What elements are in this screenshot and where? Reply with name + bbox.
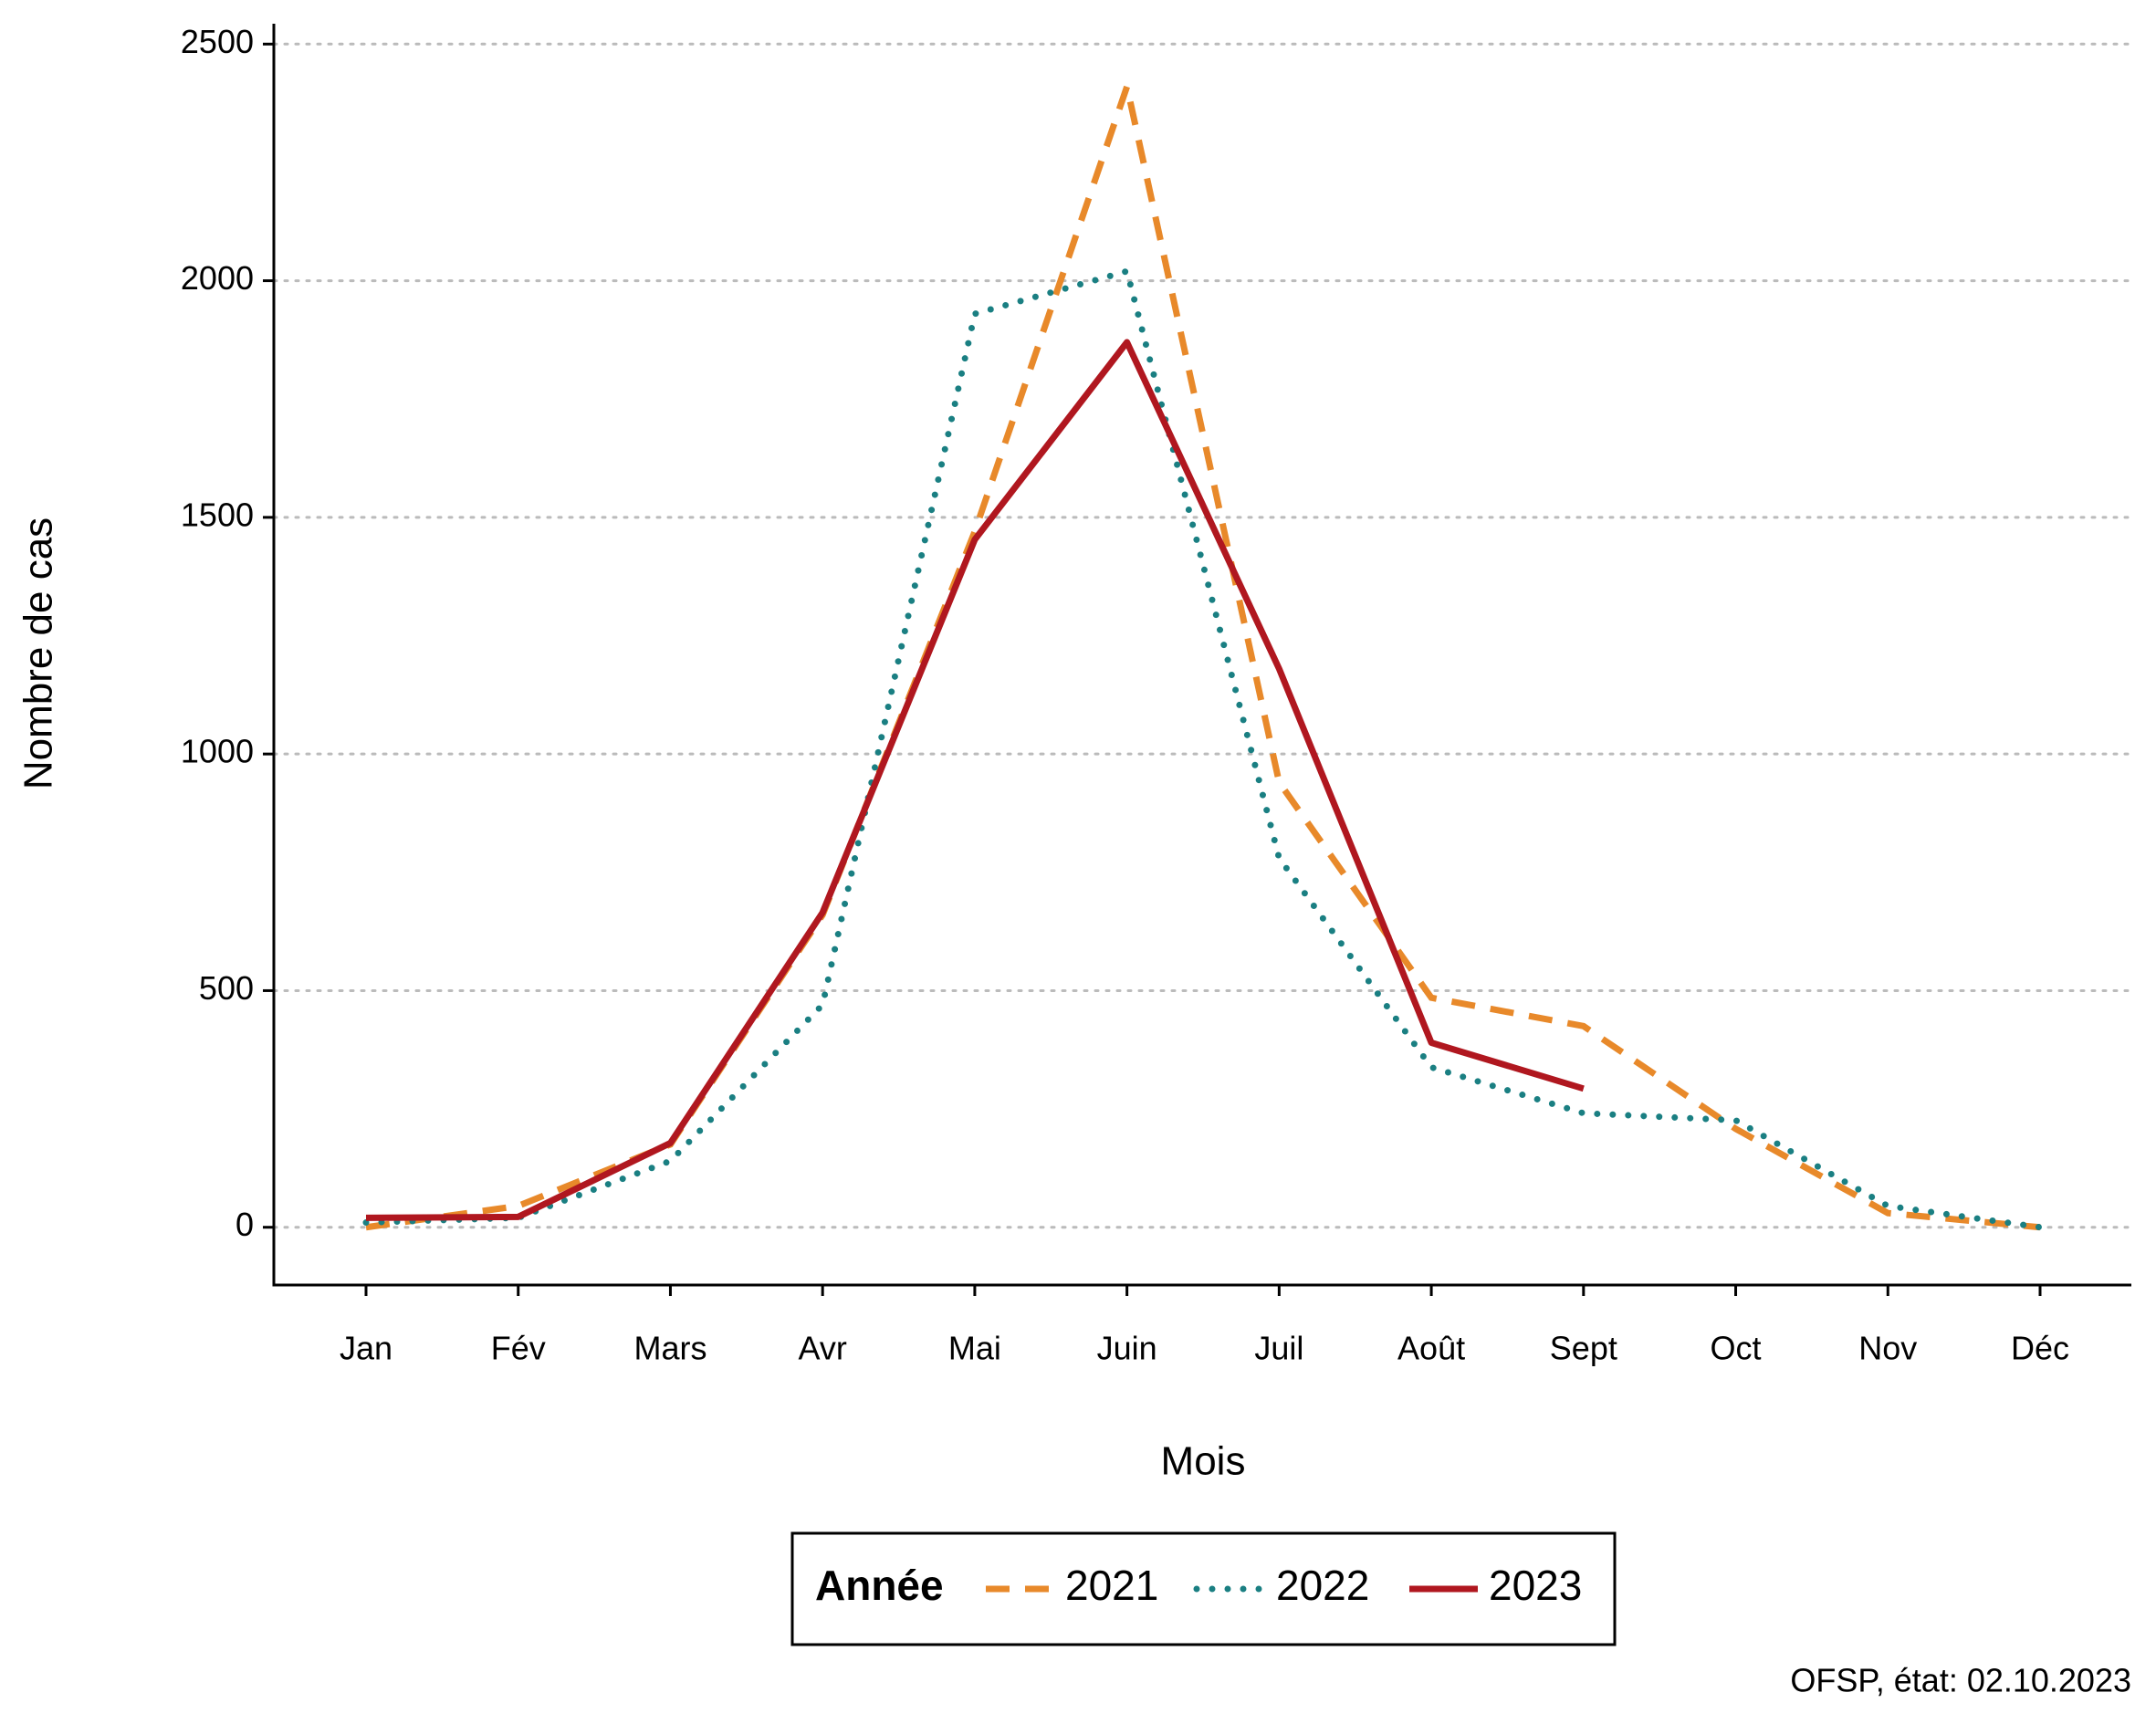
y-tick-label: 2000: [181, 259, 254, 297]
series-line: [365, 339, 1585, 1221]
x-tick-label: Jan: [340, 1330, 392, 1367]
legend-label: 2023: [1489, 1562, 1582, 1609]
x-tick-label: Sept: [1550, 1330, 1617, 1367]
y-axis-label: Nombre de cas: [16, 517, 61, 789]
x-tick-label: Oct: [1711, 1330, 1762, 1367]
series-line: [365, 74, 2041, 1231]
y-tick-label: 0: [235, 1206, 254, 1243]
axis: [272, 24, 2131, 1287]
legend-label: 2022: [1276, 1562, 1369, 1609]
legend-box: [790, 1531, 1617, 1646]
legend-title: Année: [815, 1562, 944, 1609]
x-tick-label: Mars: [633, 1330, 706, 1367]
y-tick-label: 1500: [181, 496, 254, 533]
series-line: [362, 266, 2044, 1231]
caption: OFSP, état: 02.10.2023: [1790, 1662, 2131, 1699]
legend-label: 2021: [1065, 1562, 1158, 1609]
y-tick-label: 1000: [181, 733, 254, 770]
y-tick-label: 2500: [181, 23, 254, 60]
x-tick-label: Nov: [1858, 1330, 1917, 1367]
x-tick-label: Juil: [1254, 1330, 1303, 1367]
y-tick-label: 500: [199, 969, 254, 1007]
x-tick-label: Déc: [2011, 1330, 2069, 1367]
x-tick-label: Août: [1397, 1330, 1465, 1367]
x-tick-label: Juin: [1097, 1330, 1157, 1367]
x-tick-label: Fév: [491, 1330, 546, 1367]
x-tick-label: Avr: [799, 1330, 847, 1367]
x-tick-label: Mai: [948, 1330, 1001, 1367]
x-axis-label: Mois: [1161, 1439, 1246, 1484]
